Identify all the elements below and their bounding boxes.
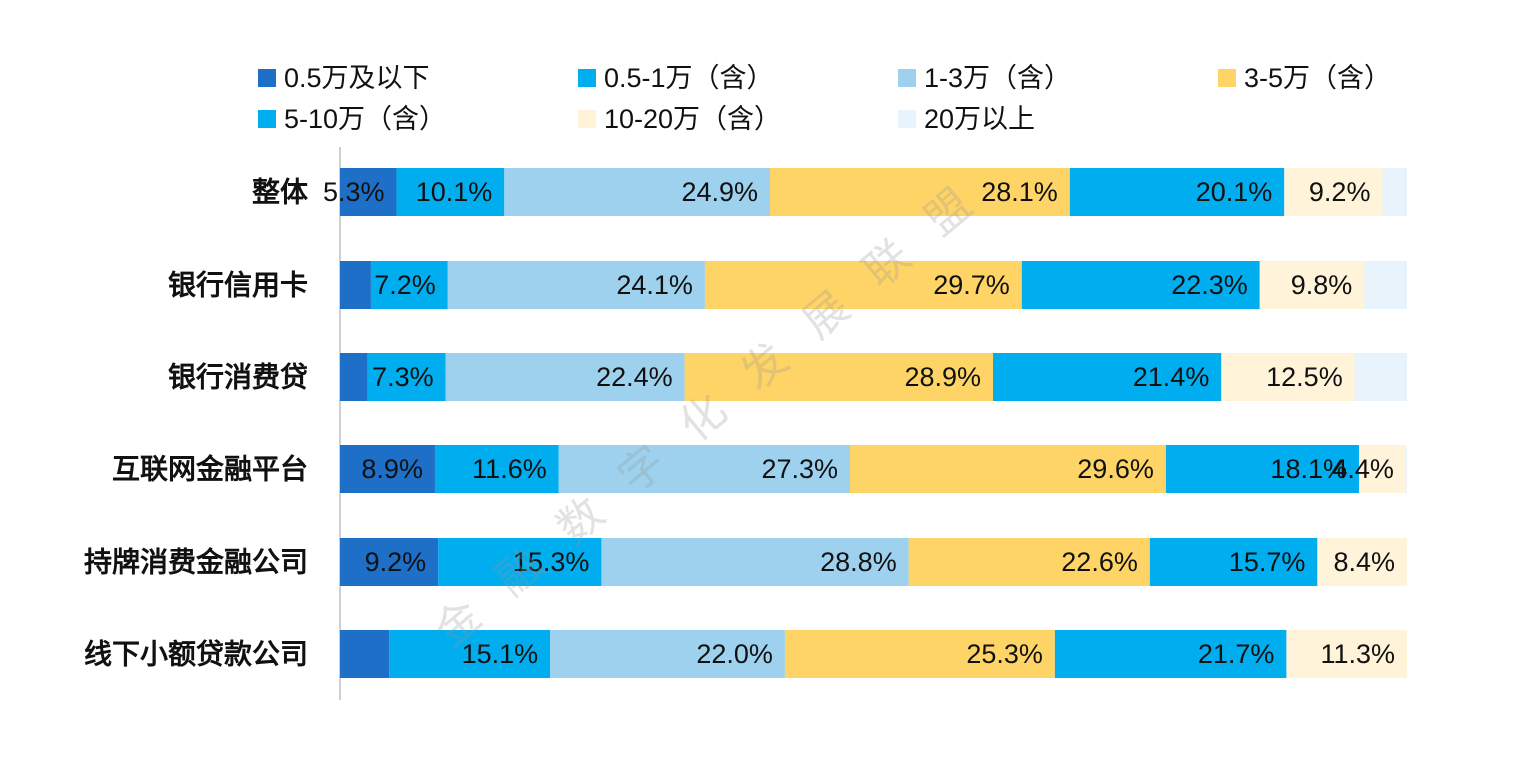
data-label: 24.9% (681, 177, 758, 207)
category-label: 线下小额贷款公司 (84, 638, 308, 670)
data-label: 12.5% (1266, 362, 1343, 392)
data-label: 9.8% (1291, 270, 1353, 300)
bar-segment (1382, 168, 1407, 216)
data-label: 7.3% (372, 362, 434, 392)
bar-segment (340, 538, 439, 586)
bar-segment (1221, 353, 1355, 401)
data-label: 22.6% (1061, 547, 1138, 577)
bar-segment (1069, 168, 1285, 216)
category-label: 持牌消费金融公司 (84, 546, 308, 578)
data-label: 25.3% (966, 639, 1043, 669)
legend-swatch (578, 110, 596, 128)
bar-segment (389, 630, 551, 678)
data-label: 7.2% (374, 270, 436, 300)
legend-swatch (258, 110, 276, 128)
legend-label: 3-5万（含） (1244, 63, 1391, 93)
bar-segment (447, 261, 705, 309)
data-label: 22.4% (596, 362, 673, 392)
legend-label: 5-10万（含） (284, 104, 446, 134)
bar-segment (558, 445, 851, 493)
bar-segment (434, 445, 559, 493)
data-label: 29.6% (1077, 454, 1154, 484)
legend-label: 10-20万（含） (604, 104, 781, 134)
bar-segment (908, 538, 1150, 586)
data-label: 24.1% (616, 270, 693, 300)
bar-segment (993, 353, 1222, 401)
bar-segment (1354, 353, 1407, 401)
category-label: 银行消费贷 (168, 361, 308, 393)
bar-segment (1286, 630, 1407, 678)
data-label: 8.9% (361, 454, 423, 484)
legend-swatch (258, 69, 276, 87)
data-label: 18.1% (1270, 454, 1347, 484)
data-label: 5.3% (323, 177, 385, 207)
bar-segment (1317, 538, 1407, 586)
bar-segment (340, 261, 371, 309)
bar-segment (1358, 445, 1406, 493)
data-label: 9.2% (1309, 177, 1371, 207)
category-label: 整体 (252, 177, 309, 208)
bar-segment (1405, 445, 1407, 493)
legend-label: 0.5-1万（含） (604, 63, 774, 93)
bar-segment (1149, 538, 1318, 586)
bar-segment (504, 168, 771, 216)
data-label: 28.9% (904, 362, 981, 392)
data-label: 9.2% (365, 547, 427, 577)
bar-segment (1054, 630, 1287, 678)
category-label: 银行信用卡 (168, 269, 308, 301)
bar-segment (784, 630, 1055, 678)
bar-segment (1259, 261, 1365, 309)
bar-segment (1021, 261, 1260, 309)
bar-segment (684, 353, 994, 401)
bar-segment (340, 445, 435, 493)
data-label: 15.3% (513, 547, 590, 577)
legend-swatch (898, 69, 916, 87)
data-label: 20.1% (1196, 177, 1273, 207)
bar-segment (438, 538, 602, 586)
legend-swatch (898, 110, 916, 128)
legend-label: 20万以上 (924, 104, 1035, 134)
legend-label: 1-3万（含） (924, 63, 1071, 93)
data-label: 28.1% (981, 177, 1058, 207)
data-label: 27.3% (761, 454, 838, 484)
legend-swatch (578, 69, 596, 87)
bar-segment (396, 168, 505, 216)
data-label: 22.0% (696, 639, 773, 669)
bar-segment (370, 261, 448, 309)
bar-segment (1284, 168, 1383, 216)
bar-segment (550, 630, 785, 678)
bar-segment (1165, 445, 1359, 493)
bar-segment (340, 353, 368, 401)
data-label: 22.3% (1171, 270, 1248, 300)
bar-segment (850, 445, 1166, 493)
data-label: 8.4% (1333, 547, 1395, 577)
bar-segment (770, 168, 1070, 216)
bar-segment (445, 353, 685, 401)
data-label: 15.1% (462, 639, 539, 669)
data-label: 28.8% (820, 547, 897, 577)
bar-segment (1364, 261, 1407, 309)
data-label: 11.6% (472, 454, 547, 484)
legend-swatch (1218, 69, 1236, 87)
data-label: 11.3% (1320, 639, 1395, 669)
data-label: 21.4% (1133, 362, 1210, 392)
bar-segment (340, 168, 397, 216)
category-label: 互联网金融平台 (112, 453, 308, 485)
data-label: 29.7% (933, 270, 1010, 300)
bar-segment (704, 261, 1022, 309)
chart-legend: 0.5万及以下 0.5-1万（含） 1-3万（含） 3-5万（含） 5-10万（含） 10… (258, 63, 1391, 134)
bars-group: 5.3% 10.1% 24.9% 28.1% 20.1% 9.2% 7.2% 24.1% 29.… (323, 168, 1407, 678)
bar-segment (601, 538, 909, 586)
bar-segment (367, 353, 446, 401)
data-label: 10.1% (416, 177, 493, 207)
data-label: 15.7% (1229, 547, 1306, 577)
legend-label: 0.5万及以下 (284, 63, 430, 93)
data-label: 4.4% (1332, 454, 1394, 484)
data-label: 21.7% (1198, 639, 1275, 669)
bar-segment (340, 630, 390, 678)
